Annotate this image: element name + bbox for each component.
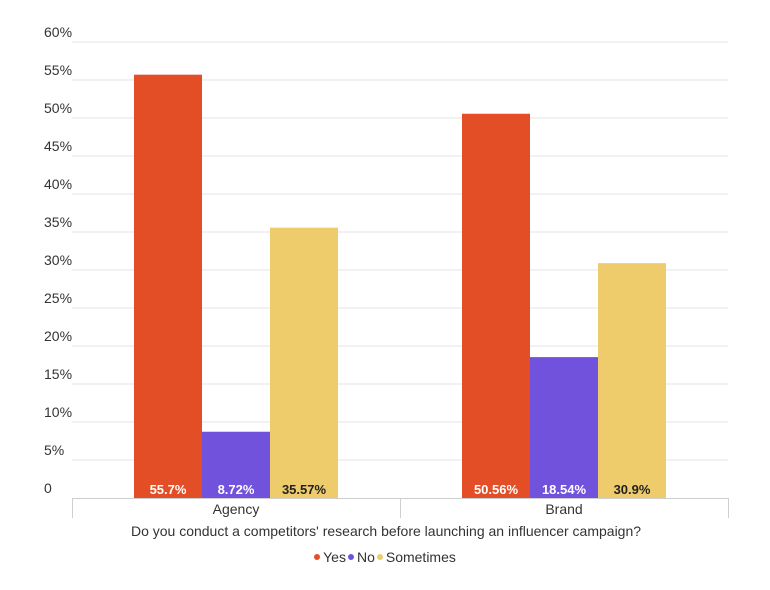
bar-yes-brand <box>462 113 530 498</box>
y-tick-label: 30% <box>44 252 72 268</box>
value-label: 55.7% <box>150 482 187 497</box>
bar-no-brand <box>530 357 598 498</box>
y-tick-label: 20% <box>44 328 72 344</box>
legend-label: No <box>356 549 375 565</box>
legend-swatch-icon <box>376 554 383 561</box>
y-axis-ticks: 0 5% 10% 15% 20% 25% 30% 35% 40% 45% 50% 55% 60% <box>44 24 72 496</box>
bar-sometimes-brand <box>598 263 666 498</box>
y-tick-label: 10% <box>44 404 72 420</box>
value-labels: 55.7% 8.72% 35.57% 50.56% 18.54% 30.9% <box>150 482 651 497</box>
y-tick-label: 35% <box>44 214 72 230</box>
y-tick-label: 50% <box>44 100 72 116</box>
y-tick-label: 5% <box>44 442 64 458</box>
y-tick-label: 60% <box>44 24 72 40</box>
legend-item-sometimes[interactable]: Sometimes <box>376 549 456 565</box>
legend-item-yes[interactable]: Yes <box>314 549 346 565</box>
y-tick-label: 0 <box>44 480 52 496</box>
legend-label: Yes <box>323 549 346 565</box>
x-axis: Agency Brand <box>72 498 729 518</box>
legend-label: Sometimes <box>385 549 456 565</box>
legend-swatch-icon <box>347 554 354 561</box>
y-tick-label: 45% <box>44 138 72 154</box>
x-axis-title: Do you conduct a competitors' research b… <box>131 523 641 539</box>
legend: Yes No Sometimes <box>0 549 770 565</box>
bar-yes-agency <box>134 74 202 499</box>
y-tick-label: 40% <box>44 176 72 192</box>
value-label: 8.72% <box>218 482 255 497</box>
y-tick-label: 55% <box>44 62 72 78</box>
value-label: 18.54% <box>542 482 587 497</box>
bar-sometimes-agency <box>270 227 338 498</box>
value-label: 30.9% <box>614 482 651 497</box>
bar-no-agency <box>202 431 270 498</box>
bars <box>134 74 666 499</box>
x-category-label: Agency <box>213 501 260 517</box>
legend-swatch-icon <box>314 554 321 561</box>
legend-item-no[interactable]: No <box>347 549 375 565</box>
x-category-label: Brand <box>545 501 582 517</box>
y-tick-label: 25% <box>44 290 72 306</box>
value-label: 50.56% <box>474 482 519 497</box>
y-tick-label: 15% <box>44 366 72 382</box>
value-label: 35.57% <box>282 482 327 497</box>
